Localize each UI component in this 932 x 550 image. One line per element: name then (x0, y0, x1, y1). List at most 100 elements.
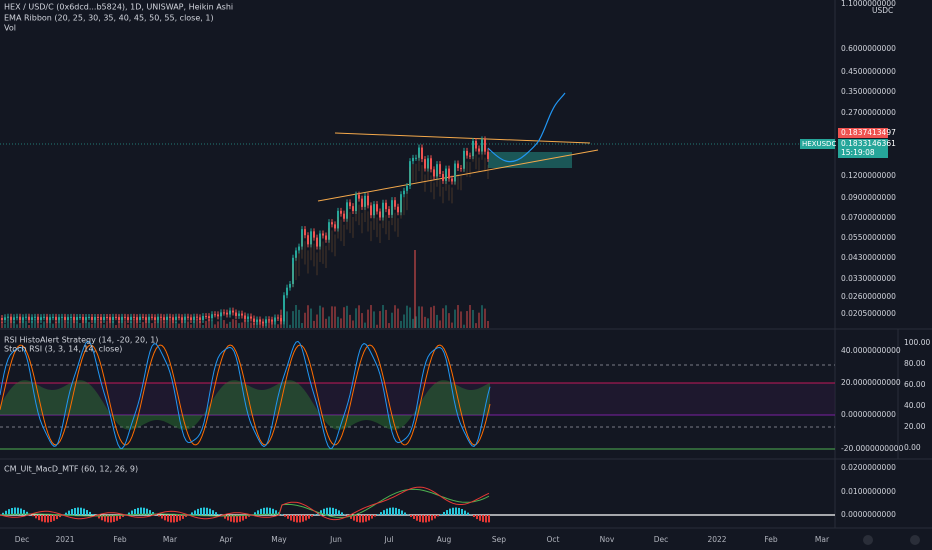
volume-bar (199, 320, 201, 328)
macd-hist (254, 512, 256, 515)
volume-bar (409, 307, 411, 328)
volume-bar (319, 305, 321, 328)
volume-bar (88, 321, 90, 328)
macd-hist (410, 515, 412, 517)
volume-bar (439, 320, 441, 328)
volume-bar (208, 319, 210, 328)
volume-bar (16, 324, 18, 328)
candle (322, 233, 324, 236)
volume-bar (73, 319, 75, 328)
volume-bar (448, 313, 450, 328)
volume-bar (454, 309, 456, 328)
macd-hist (374, 515, 376, 517)
volume-bar (256, 319, 258, 328)
candle (7, 316, 9, 318)
candle (400, 194, 402, 213)
candle (349, 202, 351, 207)
macd-hist (332, 507, 334, 515)
macd-hist (65, 512, 67, 515)
candle (151, 316, 153, 318)
volume-bar (40, 324, 42, 328)
macd-hist (239, 515, 241, 522)
macd-hist (455, 507, 457, 515)
macd-hist (128, 512, 130, 515)
volume-bar (166, 323, 168, 328)
volume-bar (172, 319, 174, 328)
macd-hist (134, 508, 136, 515)
macd-hist (416, 515, 418, 521)
volume-bar (49, 320, 51, 328)
icon[interactable] (910, 535, 920, 545)
volume-bar (85, 319, 87, 328)
volume-bar (268, 320, 270, 328)
volume-bar (274, 321, 276, 328)
price-label: 0.6000000000 (841, 44, 896, 53)
volume-bar (469, 305, 471, 328)
candle (412, 157, 414, 162)
volume-bar (403, 314, 405, 328)
macd-hist (182, 515, 184, 519)
candle (469, 155, 471, 157)
macd-hist (167, 515, 169, 522)
candle (142, 316, 144, 318)
candle (472, 140, 474, 157)
price-label: 0.0330000000 (841, 274, 896, 283)
time-label: 2022 (707, 535, 726, 544)
volume-bar (451, 322, 453, 328)
candle (85, 317, 87, 320)
candle (436, 164, 438, 177)
macd-hist (323, 508, 325, 515)
candle (82, 316, 84, 320)
macd-hist (236, 515, 238, 523)
volume-bar (331, 306, 333, 328)
macd-hist (353, 515, 355, 521)
volume-bar (391, 312, 393, 328)
volume-bar (205, 320, 207, 328)
volume-bar (121, 319, 123, 328)
macd-hist (47, 515, 49, 523)
volume-bar (178, 323, 180, 328)
macd-hist (23, 509, 25, 515)
icon[interactable] (863, 535, 873, 545)
volume-bar (277, 324, 279, 328)
volume-bar (31, 320, 33, 328)
macd-hist (386, 508, 388, 515)
volume-bar (136, 320, 138, 328)
candle (424, 159, 426, 169)
candle (271, 319, 273, 322)
candle (115, 316, 117, 318)
macd-hist (59, 515, 61, 518)
macd-pane (0, 486, 835, 523)
volume-bar (184, 319, 186, 328)
candle (406, 185, 408, 191)
rsi-right-label: 80.00 (904, 359, 926, 368)
time-label: Dec (15, 535, 30, 544)
volume-bar (310, 308, 312, 328)
candle (445, 168, 447, 181)
candle (211, 314, 213, 319)
volume-bar (328, 316, 330, 328)
projection-box (488, 152, 572, 168)
candle (298, 246, 300, 251)
high-badge-bg (838, 128, 888, 138)
time-label: Sep (492, 535, 506, 544)
volume-bar (430, 307, 432, 328)
candle (22, 317, 24, 320)
volume-bar (160, 319, 162, 328)
macd-hist (395, 507, 397, 515)
macd-hist (206, 507, 208, 515)
candle (331, 222, 333, 225)
candle (94, 316, 96, 320)
volume-bar (130, 321, 132, 328)
volume-bar (460, 311, 462, 328)
macd-hist (38, 515, 40, 521)
volume-bar (325, 318, 327, 328)
candle (202, 316, 204, 320)
last-badge-bg (838, 139, 888, 158)
candle (64, 316, 66, 320)
volume-bar (133, 319, 135, 328)
macd-hist (458, 507, 460, 515)
candle (154, 317, 156, 320)
macd-hist (257, 510, 259, 515)
candle (358, 194, 360, 199)
